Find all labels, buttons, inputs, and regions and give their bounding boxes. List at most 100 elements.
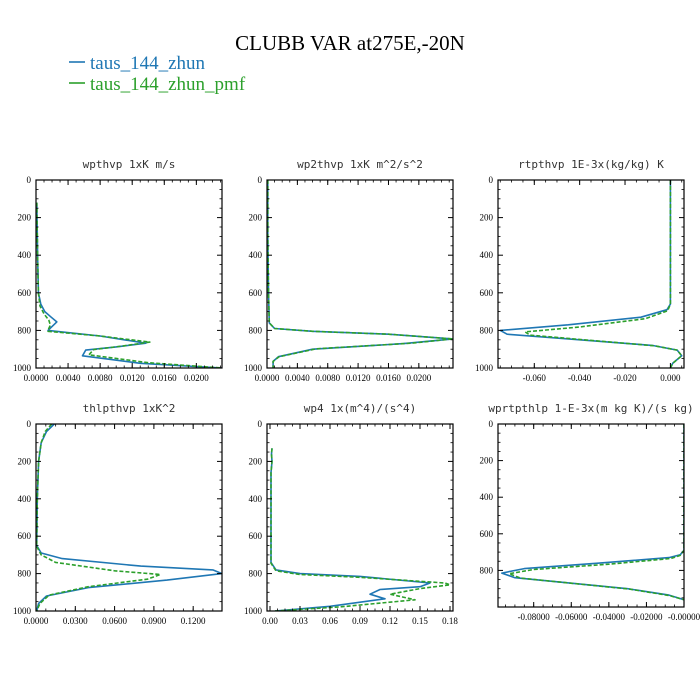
- panel-2-xtick-label: 0.0200: [406, 373, 431, 383]
- legend-label-zhun: taus_144_zhun: [90, 53, 206, 74]
- panel-4-ytick-label: 600: [18, 531, 32, 541]
- panel-1-ytick-label: 600: [18, 288, 32, 298]
- panel-1-ytick-label: 400: [18, 250, 32, 260]
- panel-1-series-zhun-pmf: [36, 202, 222, 368]
- panel-2-title: wp2thvp 1xK m^2/s^2: [297, 158, 423, 171]
- panel-2-series-zhun-pmf: [267, 180, 453, 368]
- panel-1-ytick-label: 200: [18, 213, 32, 223]
- panel-1-ytick-label: 1000: [13, 363, 32, 373]
- panel-2-ytick-label: 200: [249, 213, 263, 223]
- panel-6-ytick-label: 0: [489, 419, 494, 429]
- panel-2-xtick-label: 0.0160: [376, 373, 401, 383]
- panel-1: wpthvp 1xK m/s 0.0000 0.0040 0.0080 0.0120 0.…: [13, 158, 223, 383]
- panel-6-xtick-label: -0.06000: [555, 612, 588, 622]
- panel-4-series-zhun: [36, 424, 222, 611]
- panel-1-title: wpthvp 1xK m/s: [83, 158, 176, 171]
- panel-1-xtick-label: 0.0040: [56, 373, 81, 383]
- panel-4-xtick-label: 0.0300: [63, 616, 88, 626]
- panel-3-ytick-label: 1000: [475, 363, 494, 373]
- panel-6-series-zhun-pmf: [508, 424, 684, 601]
- figure-title: CLUBB VAR at275E,-20N: [235, 31, 465, 55]
- panel-5-ytick-label: 1000: [244, 606, 263, 616]
- panel-2-xtick-label: 0.0120: [346, 373, 371, 383]
- panel-3-ytick-label: 200: [480, 213, 494, 223]
- panel-4-ytick-label: 800: [18, 569, 32, 579]
- panel-2-xtick-label: 0.0080: [315, 373, 340, 383]
- panel-6-title: wprtpthlp 1-E-3x(m kg K)/(s kg): [488, 402, 693, 415]
- panel-3-xtick-label: -0.040: [568, 373, 592, 383]
- panel-6-xtick-label: -0.00000: [668, 612, 700, 622]
- panel-3-ytick-label: 0: [489, 175, 494, 185]
- panel-6-ytick-label: 600: [480, 529, 494, 539]
- panel-1-xtick-label: 0.0000: [24, 373, 49, 383]
- panel-5-series-zhun-pmf: [270, 448, 451, 611]
- panel-4: thlpthvp 1xK^2 0.0000 0.0300 0.0600 0.0900 0.…: [13, 402, 223, 626]
- panel-3-ytick-label: 400: [480, 250, 494, 260]
- panel-5-xtick-label: 0.18: [442, 616, 458, 626]
- panel-2-ytick-label: 600: [249, 288, 263, 298]
- panel-grid: wpthvp 1xK m/s0.0000 0.0040 0.0080 0.0120 0.…: [13, 158, 700, 626]
- panel-5-ytick-label: 0: [258, 419, 263, 429]
- panel-5-ytick-label: 400: [249, 494, 263, 504]
- panel-5-title: wp4 1x(m^4)/(s^4): [304, 402, 417, 415]
- panel-5-xtick-label: 0.09: [352, 616, 368, 626]
- panel-5-ytick-label: 800: [249, 569, 263, 579]
- panel-1-xtick-label: 0.0200: [184, 373, 209, 383]
- panel-6-xtick-label: -0.08000: [518, 612, 551, 622]
- panel-2-ytick-label: 400: [249, 250, 263, 260]
- panel-4-xtick-label: 0.0600: [102, 616, 127, 626]
- panel-3-xtick-label: -0.020: [613, 373, 637, 383]
- panel-2-ytick-label: 800: [249, 325, 263, 335]
- panel-5-xtick-label: 0.12: [382, 616, 398, 626]
- figure-legend: taus_144_zhun taus_144_zhun_pmf: [69, 53, 246, 95]
- panel-1-series-zhun: [36, 202, 222, 368]
- panel-6-ytick-label: 400: [480, 492, 494, 502]
- panel-1-xtick-label: 0.0160: [152, 373, 177, 383]
- panel-1-xtick-label: 0.0120: [120, 373, 145, 383]
- panel-4-title: thlpthvp 1xK^2: [83, 402, 176, 415]
- panel-3-xtick-label: -0.060: [523, 373, 547, 383]
- panel-1-ytick-label: 0: [27, 175, 32, 185]
- panel-2-frame: [266, 179, 454, 369]
- panel-3-xtick-label: 0.000: [660, 373, 681, 383]
- panel-4-xtick-label: 0.1200: [181, 616, 206, 626]
- panel-2: wp2thvp 1xK m^2/s^2 0.0000 0.0040 0.0080 0.0…: [244, 158, 454, 383]
- panel-6: wprtpthlp 1-E-3x(m kg K)/(s kg)-0.08000-…: [480, 402, 700, 622]
- panel-4-ytick-label: 200: [18, 456, 32, 466]
- panel-1-xtick-label: 0.0080: [88, 373, 113, 383]
- panel-5-xtick-label: 0.00: [262, 616, 278, 626]
- panel-2-xtick-label: 0.0040: [285, 373, 310, 383]
- panel-4-series-zhun-pmf: [36, 424, 162, 611]
- panel-4-xtick-label: 0.0900: [142, 616, 167, 626]
- panel-6-xtick-label: -0.04000: [593, 612, 626, 622]
- panel-4-xtick-label: 0.0000: [24, 616, 49, 626]
- legend-entry-zhun: taus_144_zhun: [69, 53, 206, 74]
- panel-3-series-zhun-pmf: [524, 180, 683, 368]
- panel-4-ytick-label: 400: [18, 494, 32, 504]
- panel-6-ytick-label: 800: [480, 565, 494, 575]
- panel-2-ytick-label: 1000: [244, 363, 263, 373]
- panel-4-ytick-label: 1000: [13, 606, 32, 616]
- panel-2-xtick-label: 0.0000: [255, 373, 280, 383]
- panel-4-ytick-label: 0: [27, 419, 32, 429]
- panel-5-xtick-label: 0.03: [292, 616, 308, 626]
- legend-label-zhun-pmf: taus_144_zhun_pmf: [90, 74, 246, 95]
- panel-6-xtick-label: -0.02000: [630, 612, 663, 622]
- panel-6-series-zhun: [500, 424, 684, 601]
- panel-5-xtick-label: 0.15: [412, 616, 428, 626]
- panel-3-ytick-label: 600: [480, 288, 494, 298]
- panel-2-series-zhun: [267, 180, 453, 368]
- panel-1-ytick-label: 800: [18, 325, 32, 335]
- panel-5-series-zhun: [270, 448, 431, 611]
- panel-3-title: rtpthvp 1E-3x(kg/kg) K: [518, 158, 664, 171]
- panel-3: rtpthvp 1E-3x(kg/kg) K -0.060 -0.040 -0.020…: [475, 158, 685, 383]
- panel-5-ytick-label: 600: [249, 531, 263, 541]
- panel-6-ytick-label: 200: [480, 456, 494, 466]
- panel-5-xtick-label: 0.06: [322, 616, 338, 626]
- legend-entry-zhun-pmf: taus_144_zhun_pmf: [69, 74, 246, 95]
- panel-5: wp4 1x(m^4)/(s^4) 0.00 0.03 0.06 0.09 0.12 0.1…: [244, 402, 458, 626]
- panel-5-ytick-label: 200: [249, 456, 263, 466]
- panel-3-ytick-label: 800: [480, 325, 494, 335]
- panel-2-ytick-label: 0: [258, 175, 263, 185]
